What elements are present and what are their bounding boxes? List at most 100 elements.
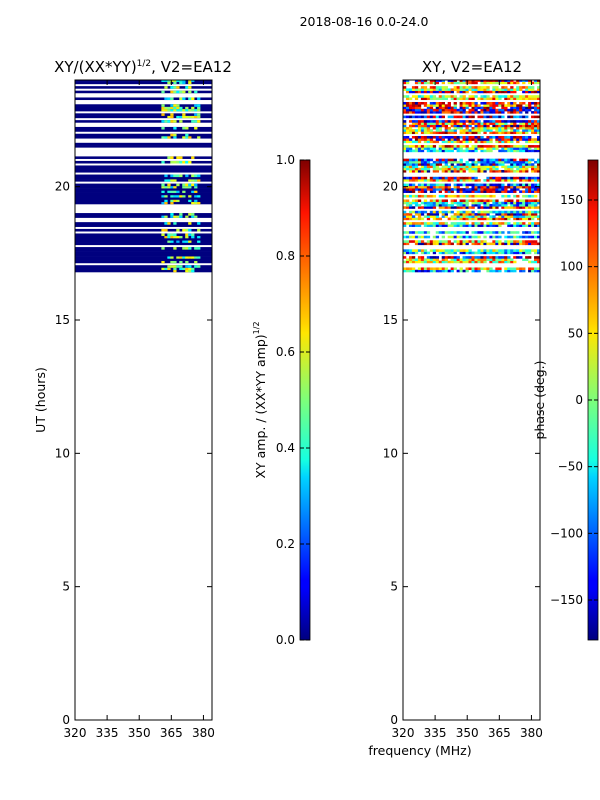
heatmap-cell	[457, 170, 460, 173]
heatmap-cell	[495, 168, 498, 171]
heatmap-cell	[421, 109, 424, 112]
heatmap-cell	[516, 218, 519, 221]
heatmap-cell	[430, 107, 433, 110]
heatmap-cell	[504, 88, 507, 91]
heatmap-cell	[507, 150, 510, 153]
heatmap-cell	[531, 127, 534, 130]
colorbar-tick-label: 0.4	[276, 441, 295, 455]
heatmap-cell	[415, 236, 418, 239]
heatmap-cell	[457, 213, 460, 216]
heatmap-cell	[469, 199, 472, 202]
heatmap-cell	[415, 258, 418, 261]
heatmap-cell	[161, 107, 164, 110]
heatmap-cell	[492, 111, 495, 114]
heatmap-cell	[194, 190, 197, 193]
heatmap-cell	[185, 265, 188, 268]
heatmap-cell	[474, 267, 477, 270]
heatmap-cell	[513, 267, 516, 270]
heatmap-cell	[528, 109, 531, 112]
heatmap-cell	[421, 97, 424, 100]
heatmap-cell	[194, 91, 197, 94]
heatmap-cell	[463, 86, 466, 89]
heatmap-cell	[472, 111, 475, 114]
heatmap-cell	[421, 86, 424, 89]
heatmap-cell	[439, 86, 442, 89]
heatmap-cell	[442, 215, 445, 218]
heatmap-cell	[436, 186, 439, 189]
heatmap-cell	[415, 188, 418, 191]
heatmap-cell	[513, 102, 516, 105]
heatmap-cell	[436, 161, 439, 164]
heatmap-cell	[191, 179, 194, 182]
heatmap-cell	[522, 109, 525, 112]
heatmap-cell	[439, 127, 442, 130]
heatmap-cell	[516, 147, 519, 150]
heatmap-cell	[477, 161, 480, 164]
heatmap-cell	[469, 141, 472, 144]
heatmap-cell	[463, 218, 466, 221]
heatmap-cell	[483, 252, 486, 255]
heatmap-cell	[427, 258, 430, 261]
heatmap-cell	[519, 150, 522, 153]
heatmap-cell	[445, 211, 448, 214]
heatmap-cell	[469, 122, 472, 125]
heatmap-cell	[448, 170, 451, 173]
heatmap-cell	[415, 129, 418, 132]
heatmap-cell	[483, 159, 486, 162]
x-tick-label: 335	[96, 726, 119, 740]
heatmap-cell	[534, 261, 537, 264]
heatmap-cell	[525, 147, 528, 150]
heatmap-cell	[492, 222, 495, 225]
heatmap-cell	[194, 113, 197, 116]
heatmap-cell	[522, 267, 525, 270]
heatmap-cell	[182, 267, 185, 270]
heatmap-cell	[445, 188, 448, 191]
heatmap-cell	[480, 91, 483, 94]
heatmap-cell	[516, 131, 519, 134]
heatmap-cell	[173, 195, 176, 198]
heatmap-cell	[513, 125, 516, 128]
heatmap-cell	[460, 206, 463, 209]
heatmap-cell	[477, 145, 480, 148]
heatmap-cell	[489, 236, 492, 239]
heatmap-cell	[418, 82, 421, 85]
heatmap-cell	[436, 82, 439, 85]
heatmap-cell	[409, 195, 412, 198]
heatmap-cell	[513, 145, 516, 148]
heatmap-cell	[480, 215, 483, 218]
heatmap-cell	[188, 229, 191, 232]
heatmap-cell	[418, 240, 421, 243]
heatmap-cell	[451, 136, 454, 139]
heatmap-cell	[531, 163, 534, 166]
heatmap-cell	[439, 179, 442, 182]
heatmap-cell	[522, 129, 525, 132]
heatmap-cell	[439, 104, 442, 107]
heatmap-cell	[472, 267, 475, 270]
heatmap-cell	[161, 127, 164, 130]
heatmap-cell	[486, 186, 489, 189]
heatmap-cell	[457, 195, 460, 198]
heatmap-cell	[489, 138, 492, 141]
heatmap-cell	[492, 195, 495, 198]
heatmap-cell	[495, 125, 498, 128]
heatmap-cell	[424, 267, 427, 270]
heatmap-cell	[498, 215, 501, 218]
heatmap-cell	[486, 202, 489, 205]
heatmap-cell	[510, 147, 513, 150]
heatmap-cell	[477, 236, 480, 239]
heatmap-cell	[176, 91, 179, 94]
heatmap-cell	[495, 129, 498, 132]
heatmap-cell	[501, 127, 504, 130]
heatmap-cell	[463, 136, 466, 139]
heatmap-cell	[427, 224, 430, 227]
heatmap-cell	[483, 256, 486, 259]
heatmap-cell	[516, 202, 519, 205]
heatmap-cell	[161, 190, 164, 193]
heatmap-cell	[418, 258, 421, 261]
heatmap-cell	[472, 147, 475, 150]
heatmap-row	[75, 145, 212, 148]
heatmap-cell	[534, 122, 537, 125]
heatmap-cell	[421, 261, 424, 264]
heatmap-cell	[480, 267, 483, 270]
heatmap-cell	[501, 120, 504, 123]
